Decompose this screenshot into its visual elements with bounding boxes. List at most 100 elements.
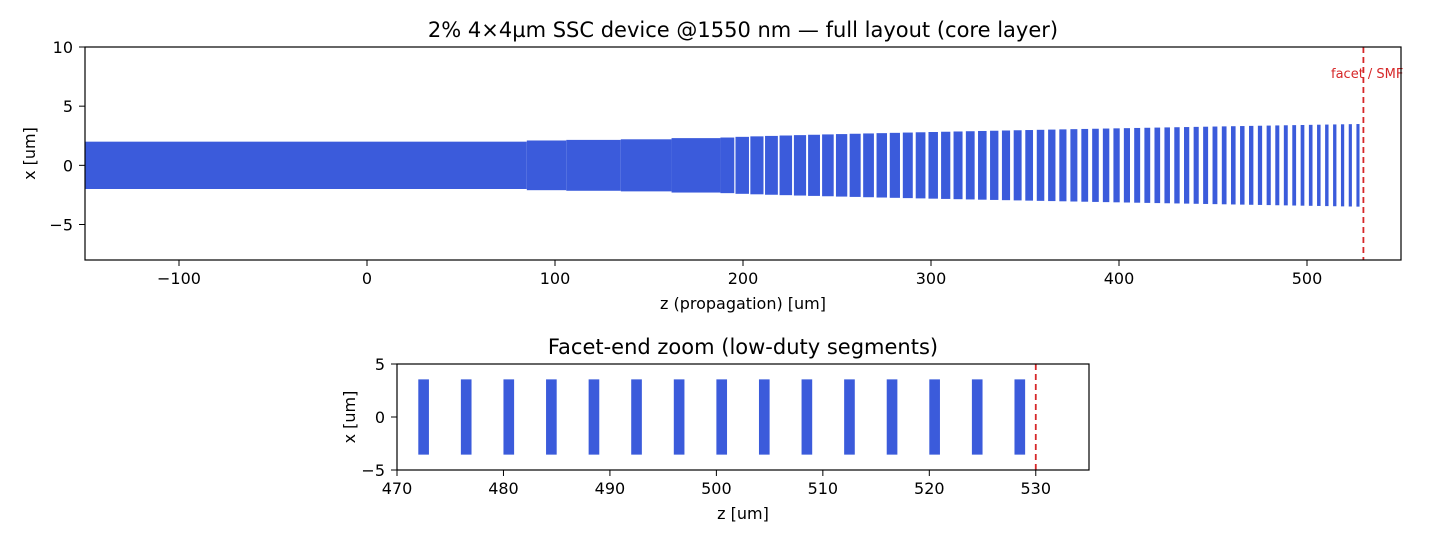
core-segment bbox=[1013, 130, 1022, 201]
core-segment bbox=[953, 131, 963, 200]
core-segment bbox=[1144, 127, 1151, 203]
p2-y-tick-label: 0 bbox=[375, 408, 385, 427]
core-segment bbox=[1081, 128, 1089, 202]
zoom-segment bbox=[503, 379, 515, 455]
core-segment bbox=[1283, 125, 1288, 206]
p2-y-tick-label: 5 bbox=[375, 355, 385, 374]
zoom-segment bbox=[929, 379, 940, 455]
core-segment bbox=[1240, 126, 1245, 205]
core-segment bbox=[1184, 127, 1190, 204]
core-segment bbox=[1230, 126, 1236, 205]
p2-x-tick-label: 510 bbox=[808, 479, 839, 498]
p1-x-tick-label: 300 bbox=[916, 269, 947, 288]
core-segment bbox=[1102, 128, 1110, 203]
zoom-segment bbox=[801, 379, 813, 455]
p1-x-tick-label: 0 bbox=[362, 269, 372, 288]
zoom-segment bbox=[844, 379, 855, 455]
core-segment bbox=[1123, 128, 1130, 203]
p2-x-tick-label: 520 bbox=[914, 479, 945, 498]
core-segment bbox=[889, 132, 900, 198]
core-segment bbox=[1266, 125, 1271, 206]
core-segment bbox=[808, 134, 820, 196]
core-segment bbox=[941, 131, 951, 199]
core-segment bbox=[1317, 124, 1321, 206]
p2-x-tick-label: 470 bbox=[382, 479, 413, 498]
core-segment bbox=[735, 136, 749, 194]
core-segment bbox=[1348, 124, 1352, 207]
p1-y-tick-label: 5 bbox=[63, 97, 73, 116]
p1-plot-frame bbox=[84, 46, 1402, 261]
core-segment bbox=[835, 134, 848, 197]
core-section bbox=[526, 140, 567, 191]
core-segment bbox=[765, 135, 778, 195]
p2-x-tick-label: 490 bbox=[595, 479, 626, 498]
core-segment bbox=[1300, 124, 1305, 206]
zoom-segment bbox=[418, 379, 429, 455]
p1-y-tick-label: −5 bbox=[49, 216, 73, 235]
zoom-segment bbox=[971, 379, 983, 455]
core-segment bbox=[928, 132, 938, 199]
p2-x-axis-label: z [um] bbox=[717, 504, 769, 523]
p1-x-tick-label: 400 bbox=[1104, 269, 1135, 288]
facet-zoom-plot: Facet-end zoom (low-duty segments) 470 480… bbox=[340, 335, 1090, 523]
p1-core-segments bbox=[85, 124, 1360, 207]
core-segment bbox=[1025, 130, 1034, 201]
core-segment bbox=[1092, 128, 1099, 202]
core-segment bbox=[720, 137, 735, 194]
core-segment bbox=[1070, 129, 1078, 202]
zoom-segment bbox=[886, 379, 898, 455]
p2-plot-frame bbox=[396, 363, 1090, 471]
core-segment bbox=[822, 134, 834, 197]
zoom-segment bbox=[673, 379, 685, 455]
p1-x-tick-label: 500 bbox=[1292, 269, 1323, 288]
zoom-segment bbox=[1014, 379, 1026, 455]
p2-x-tick-label: 530 bbox=[1020, 479, 1051, 498]
core-segment bbox=[1001, 130, 1011, 201]
core-segment bbox=[863, 133, 874, 198]
core-segment bbox=[876, 133, 888, 198]
core-segment bbox=[1340, 124, 1345, 207]
facet-annotation: facet / SMF bbox=[1331, 67, 1403, 82]
zoom-segment bbox=[631, 379, 642, 455]
zoom-segment bbox=[716, 379, 728, 455]
core-segment bbox=[915, 132, 926, 199]
core-segment bbox=[1164, 127, 1170, 204]
core-section bbox=[85, 141, 527, 189]
core-segment bbox=[793, 135, 807, 196]
core-segment bbox=[1333, 124, 1337, 207]
core-segment bbox=[1292, 125, 1297, 206]
core-segment bbox=[1249, 125, 1254, 205]
p1-y-tick-label: 0 bbox=[63, 156, 73, 175]
p1-y-tick-label: 10 bbox=[53, 38, 73, 57]
core-section bbox=[566, 139, 621, 191]
core-segment bbox=[1113, 128, 1120, 203]
core-segment bbox=[1048, 129, 1056, 202]
core-segment bbox=[1154, 127, 1161, 204]
core-segment bbox=[990, 130, 999, 200]
zoom-segment bbox=[588, 379, 600, 455]
p2-title: Facet-end zoom (low-duty segments) bbox=[548, 335, 938, 359]
p1-y-axis-label: x [um] bbox=[20, 127, 39, 180]
core-segment bbox=[1134, 127, 1141, 203]
core-segment bbox=[1193, 126, 1199, 204]
core-segment bbox=[965, 131, 975, 200]
core-segment bbox=[1036, 129, 1045, 201]
zoom-segment bbox=[460, 379, 472, 455]
core-segment bbox=[1059, 129, 1067, 202]
zoom-segment bbox=[758, 379, 770, 455]
zoom-segment bbox=[546, 379, 557, 455]
core-segment bbox=[1356, 124, 1360, 207]
full-layout-plot: 2% 4×4µm SSC device @1550 nm — full layo… bbox=[20, 18, 1403, 313]
p2-x-tick-label: 500 bbox=[701, 479, 732, 498]
core-segment bbox=[902, 132, 913, 199]
core-segment bbox=[978, 130, 987, 200]
core-segment bbox=[750, 136, 764, 195]
core-segment bbox=[779, 135, 793, 196]
p2-y-tick-label: −5 bbox=[361, 461, 385, 480]
core-section bbox=[671, 138, 721, 193]
core-segment bbox=[1174, 127, 1180, 204]
p1-x-axis-label: z (propagation) [um] bbox=[660, 294, 826, 313]
core-segment bbox=[1203, 126, 1209, 204]
p1-title: 2% 4×4µm SSC device @1550 nm — full layo… bbox=[428, 18, 1058, 42]
